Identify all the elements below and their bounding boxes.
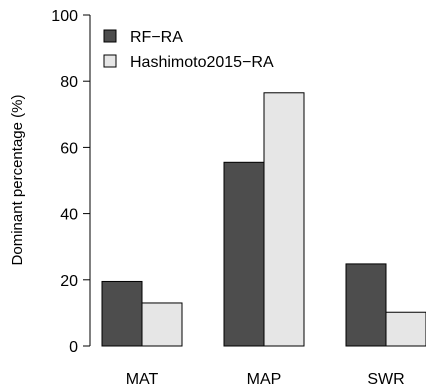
y-tick-label: 0	[69, 339, 78, 356]
bar-mat-series-2	[141, 302, 183, 347]
legend-swatch	[103, 29, 117, 43]
y-tick-label: 100	[51, 8, 78, 25]
y-axis-ticks: 0 20 40 60 80 100	[51, 8, 90, 356]
bars	[101, 92, 426, 347]
y-tick-label: 60	[60, 140, 78, 157]
legend-label: RF−RA	[130, 29, 183, 46]
x-tick-label: MAT	[126, 371, 159, 386]
bar-swr-series-2	[385, 311, 426, 347]
y-axis: 0 20 40 60 80 100	[51, 8, 91, 356]
y-tick-label: 40	[60, 207, 78, 224]
legend-label: Hashimoto2015−RA	[130, 54, 274, 71]
legend: RF−RA Hashimoto2015−RA	[103, 29, 274, 71]
legend-swatch	[103, 54, 117, 68]
y-tick-label: 20	[60, 273, 78, 290]
x-tick-label: SWR	[367, 371, 404, 386]
bar-map-series-2	[263, 92, 305, 347]
bar-mat-series-1	[101, 280, 143, 347]
bar-map-series-1	[223, 161, 265, 347]
x-tick-label: MAP	[247, 371, 282, 386]
y-axis-label: Dominant percentage (%)	[9, 95, 26, 266]
x-axis-labels: MAT MAP SWR	[126, 371, 405, 386]
y-tick-label: 80	[60, 74, 78, 91]
bar-swr-series-1	[345, 263, 387, 347]
